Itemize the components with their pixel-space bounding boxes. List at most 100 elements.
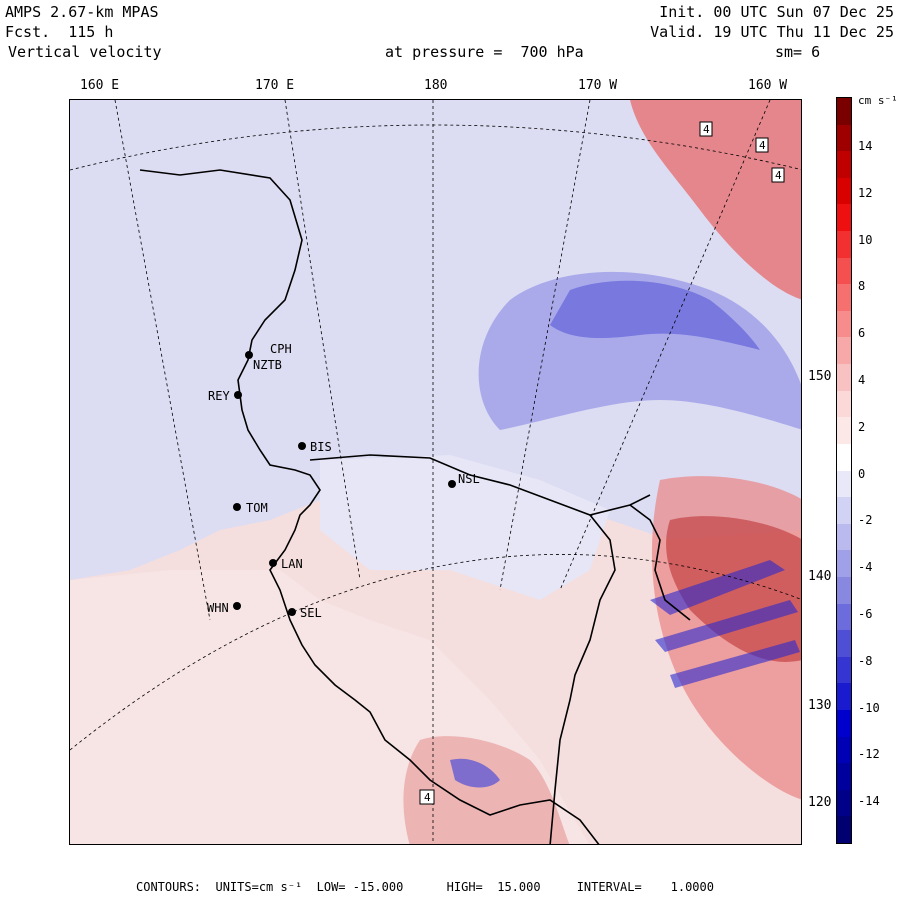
colorbar-swatch	[837, 470, 851, 498]
colorbar-tick-label: -8	[858, 653, 873, 668]
station-label-sel: SEL	[300, 606, 322, 620]
colorbar-tick-label: -14	[858, 794, 880, 809]
station-dot-nsl	[448, 480, 456, 488]
map-panel: 4 4 4 4 CPH NZTB REY BIS TOM LAN WHN SEL…	[69, 99, 802, 845]
colorbar-swatch	[837, 337, 851, 365]
ross-ice-shelf-front	[309, 454, 651, 516]
coast-east	[629, 504, 691, 621]
colorbar	[836, 97, 852, 844]
station-dot-nztb	[245, 351, 253, 359]
colorbar-tick-label: 6	[858, 326, 866, 341]
smoothing: sm= 6	[775, 43, 821, 61]
station-label-whn: WHN	[207, 601, 229, 615]
station-dot-tom	[233, 503, 241, 511]
colorbar-tick-label: 12	[858, 185, 873, 200]
colorbar-swatch	[837, 709, 851, 738]
victoria-land-coast	[139, 169, 600, 844]
colorbar-swatch	[837, 310, 851, 338]
colorbar-swatch	[837, 576, 851, 605]
colorbar-swatch	[837, 390, 851, 418]
south-coast-anomaly	[403, 736, 570, 844]
colorbar-swatch	[837, 736, 851, 764]
contour-box-label: 4	[703, 123, 710, 136]
colorbar-units: cm s⁻¹	[858, 94, 898, 107]
colorbar-tick-label: 8	[858, 279, 866, 294]
lon-label-160e: 160 E	[80, 78, 120, 93]
colorbar-swatch	[837, 124, 851, 152]
colorbar-swatch	[837, 151, 851, 179]
station-label-rey: REY	[208, 389, 230, 403]
station-dot-bis	[298, 442, 306, 450]
blue-anomaly-band-dark	[550, 280, 760, 350]
station-label-tom: TOM	[246, 501, 268, 515]
contour-box-label: 4	[424, 791, 431, 804]
lon-label-170e: 170 E	[255, 78, 295, 93]
colorbar-swatch	[837, 523, 851, 551]
colorbar-swatch	[837, 816, 851, 844]
colorbar-tick-label: 0	[858, 466, 866, 481]
station-label-cph: CPH	[270, 342, 292, 356]
lon-label-160w: 160 W	[748, 78, 788, 93]
station-label-lan: LAN	[281, 557, 303, 571]
colorbar-swatch	[837, 763, 851, 791]
colorbar-tick-label: 10	[858, 232, 873, 247]
station-label-bis: BIS	[310, 440, 332, 454]
lon-label-170w: 170 W	[578, 78, 618, 93]
marie-byrd-coast	[549, 514, 616, 844]
colorbar-swatch	[837, 177, 851, 205]
station-dot-rey	[234, 391, 242, 399]
meridian-160w	[559, 100, 771, 591]
colorbar-swatch	[837, 257, 851, 285]
contour-box-label: 4	[775, 169, 782, 182]
parallel-outer	[70, 124, 801, 171]
field-name: Vertical velocity	[8, 43, 162, 61]
model-title: AMPS 2.67-km MPAS	[5, 3, 159, 21]
meridian-170w	[499, 100, 591, 591]
colorbar-tick-label: 4	[858, 373, 866, 387]
colorbar-tick-label: -10	[858, 700, 880, 715]
colorbar-swatch	[837, 364, 851, 392]
lon-label-180: 180	[424, 78, 448, 93]
south-coast-blue	[450, 758, 500, 788]
ross-ice-shelf	[320, 455, 610, 600]
contour-box-label: 4	[759, 139, 766, 152]
colorbar-swatch	[837, 603, 851, 631]
colorbar-tick-label: 14	[858, 139, 873, 153]
station-label-nztb: NZTB	[253, 358, 282, 372]
colorbar-swatch	[837, 284, 851, 312]
valid-time: Valid. 19 UTC Thu 11 Dec 25	[650, 23, 894, 41]
meridian-170e	[284, 100, 361, 581]
station-label-nsl: NSL	[458, 472, 480, 486]
colorbar-swatch	[837, 443, 851, 471]
colorbar-swatch	[837, 98, 851, 126]
colorbar-swatch	[837, 497, 851, 525]
colorbar-swatch	[837, 417, 851, 445]
contour-boxes: 4 4 4 4	[419, 121, 785, 805]
colorbar-tick-label: -6	[858, 607, 873, 621]
station-dot-sel	[288, 608, 296, 616]
meridian-160e	[114, 100, 211, 621]
graticule	[70, 100, 801, 844]
colorbar-swatch	[837, 550, 851, 578]
red-anomaly-east	[652, 476, 801, 800]
coastlines	[139, 169, 691, 844]
colorbar-swatch	[837, 789, 851, 817]
colorbar-tick-label: -2	[858, 513, 873, 528]
contour-info: CONTOURS: UNITS=cm s⁻¹ LOW= -15.000 HIGH…	[136, 880, 714, 894]
colorbar-swatch	[837, 656, 851, 684]
station-dot-lan	[269, 559, 277, 567]
colorbar-tick-label: -4	[858, 560, 873, 575]
pressure-level: at pressure = 700 hPa	[385, 43, 584, 61]
colorbar-swatch	[837, 630, 851, 658]
forecast-hour: Fcst. 115 h	[5, 23, 114, 41]
colorbar-tick-label: -12	[858, 747, 880, 762]
colorbar-swatch	[837, 204, 851, 232]
blue-streaks-east	[650, 560, 800, 688]
colorbar-tick-label: 2	[858, 419, 866, 434]
parallel-mid	[70, 554, 801, 751]
init-time: Init. 00 UTC Sun 07 Dec 25	[659, 3, 894, 21]
station-dot-whn	[233, 602, 241, 610]
colorbar-swatch	[837, 683, 851, 711]
vertical-velocity-map: 4 4 4 4	[70, 100, 801, 844]
colorbar-swatch	[837, 231, 851, 259]
